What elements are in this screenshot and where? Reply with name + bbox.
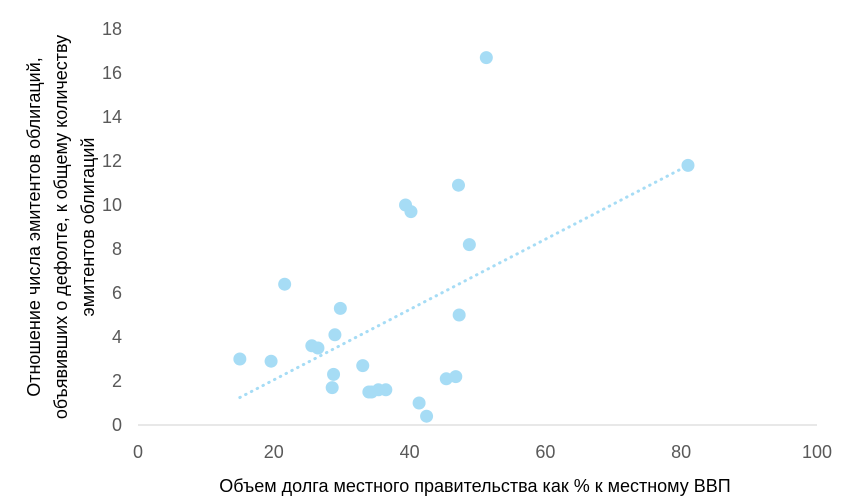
y-axis-title: Отношение числа эмитентов облигаций, объя… (24, 35, 98, 419)
trendline (238, 163, 690, 399)
data-point (278, 277, 292, 291)
y-axis-title-line: Отношение числа эмитентов облигаций, (24, 57, 44, 397)
data-point (379, 383, 393, 397)
y-tick-label: 14 (102, 107, 122, 127)
data-point (327, 367, 341, 381)
data-point (404, 205, 418, 219)
data-point (233, 352, 247, 366)
data-point (479, 51, 493, 65)
data-point (264, 354, 278, 368)
y-tick-label: 2 (112, 371, 122, 391)
y-tick-label: 10 (102, 195, 122, 215)
data-point (451, 178, 465, 192)
x-axis-title: Объем долга местного правительства как %… (219, 476, 730, 496)
y-tick-label: 4 (112, 327, 122, 347)
y-tick-label: 16 (102, 63, 122, 83)
data-point (325, 381, 339, 395)
x-tick-label: 40 (400, 442, 420, 462)
y-axis-ticks: 0 2 4 6 8 10 12 14 16 18 (102, 19, 122, 435)
data-point (681, 158, 695, 172)
data-point (462, 238, 476, 252)
y-axis-title-line: объявивших о дефолте, к общему количеств… (51, 35, 71, 419)
data-point (412, 396, 426, 410)
data-point (356, 359, 370, 373)
y-axis-title-line: эмитентов облигаций (78, 138, 98, 317)
x-tick-label: 80 (671, 442, 691, 462)
data-point (333, 301, 347, 315)
data-point (449, 370, 463, 384)
y-tick-label: 6 (112, 283, 122, 303)
data-points (233, 51, 695, 423)
x-tick-label: 60 (535, 442, 555, 462)
data-point (311, 341, 325, 355)
data-point (420, 409, 434, 423)
x-tick-label: 0 (133, 442, 143, 462)
x-axis-ticks: 0 20 40 60 80 100 (133, 442, 832, 462)
data-point (328, 328, 342, 342)
y-tick-label: 0 (112, 415, 122, 435)
y-tick-label: 8 (112, 239, 122, 259)
y-tick-label: 12 (102, 151, 122, 171)
x-tick-label: 20 (264, 442, 284, 462)
x-tick-label: 100 (802, 442, 832, 462)
y-tick-label: 18 (102, 19, 122, 39)
data-point (452, 308, 466, 322)
